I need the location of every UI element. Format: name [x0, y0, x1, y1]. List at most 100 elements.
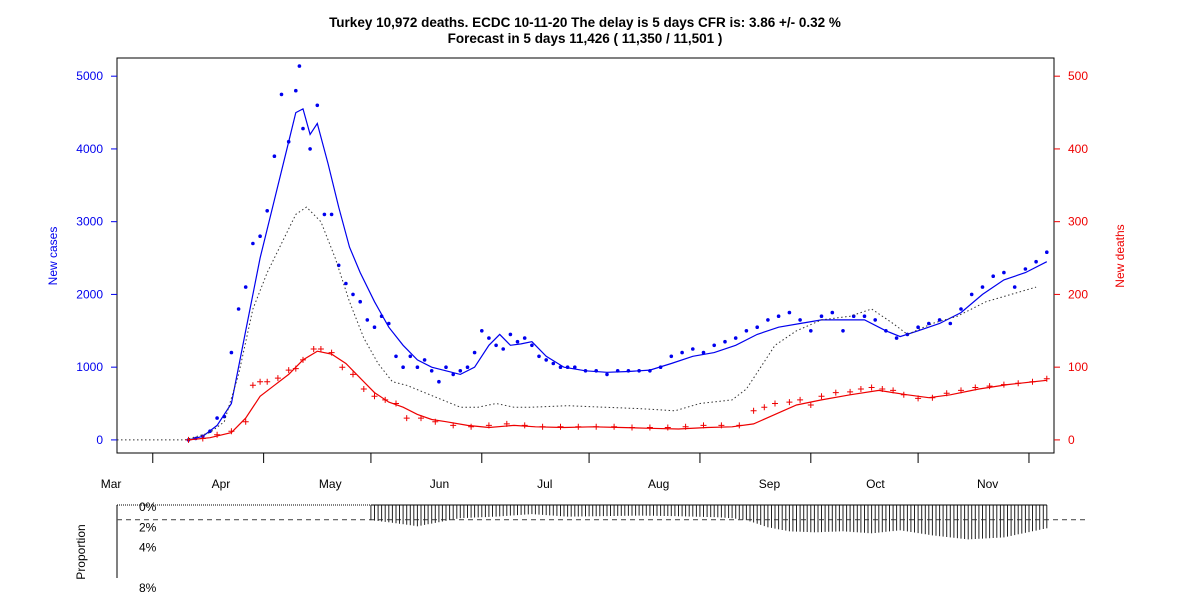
new-deaths-point	[797, 396, 804, 403]
new-cases-point	[544, 358, 548, 362]
proportion-tick-label: 2%	[139, 520, 157, 534]
new-deaths-point	[214, 431, 221, 438]
y-left-tick-label: 5000	[76, 69, 103, 83]
new-cases-point	[798, 318, 802, 322]
x-tick-label: Sep	[759, 477, 781, 491]
new-deaths-point	[242, 418, 249, 425]
new-cases-point	[841, 329, 845, 333]
new-cases-point	[522, 336, 527, 340]
new-cases-point	[766, 318, 770, 322]
x-tick-label: Apr	[212, 477, 231, 491]
new-cases-point	[830, 310, 835, 315]
new-cases-point	[429, 369, 434, 373]
y-left-tick-label: 1000	[76, 360, 103, 374]
new-cases-point	[294, 88, 298, 93]
y-axis-left: 0 1000 2000 3000 4000 5000	[76, 69, 117, 447]
new-cases-point	[344, 281, 348, 286]
new-cases-point	[243, 285, 248, 289]
new-cases-point	[733, 336, 738, 340]
new-cases-point	[265, 209, 270, 213]
new-cases-point	[1023, 267, 1028, 271]
new-cases-point	[819, 314, 824, 319]
new-cases-point	[916, 325, 920, 330]
new-cases-point	[215, 416, 219, 420]
new-cases-point	[605, 372, 609, 377]
x-tick-label: Oct	[866, 477, 885, 491]
proportion-bars	[370, 504, 1048, 540]
y-left-tick-label: 3000	[76, 215, 103, 229]
new-cases-point	[573, 365, 577, 370]
new-cases-point	[701, 350, 706, 355]
new-deaths-point	[818, 393, 825, 400]
new-deaths-point	[317, 346, 324, 352]
y-right-tick-label: 400	[1068, 142, 1088, 156]
new-cases-point	[415, 365, 420, 370]
y-right-tick-label: 500	[1068, 69, 1088, 83]
new-cases-point	[308, 147, 312, 151]
y-left-tick-label: 0	[96, 433, 103, 447]
new-deaths-point	[807, 402, 814, 408]
x-tick-label: May	[319, 477, 342, 491]
new-cases-point	[1045, 250, 1049, 254]
new-cases-smoothed-line	[188, 108, 1048, 441]
new-cases-point	[437, 379, 441, 384]
new-cases-point	[422, 358, 427, 362]
new-cases-point	[297, 64, 302, 68]
new-deaths-point	[786, 399, 793, 406]
x-tick-label: Mar	[101, 477, 122, 491]
y-right-tick-label: 200	[1068, 287, 1088, 301]
new-cases-point	[809, 329, 813, 333]
new-deaths-point	[750, 407, 757, 414]
new-cases-point	[680, 350, 684, 355]
new-cases-point	[408, 354, 413, 359]
x-tick-label: Aug	[648, 477, 669, 491]
new-deaths-point	[257, 378, 264, 385]
chart-subtitle: Forecast in 5 days 11,426 ( 11,350 / 11,…	[448, 31, 723, 46]
new-cases-point	[258, 234, 262, 238]
new-deaths-point	[249, 382, 256, 389]
proportion-tick-label: 0%	[139, 500, 157, 514]
new-cases-point	[272, 154, 277, 158]
forecast-line	[117, 206, 1037, 441]
new-deaths-point	[350, 371, 356, 378]
new-cases-point	[959, 307, 963, 311]
new-cases-point	[862, 314, 867, 319]
new-cases-point	[501, 347, 506, 351]
y-right-tick-label: 0	[1068, 433, 1075, 447]
new-cases-point	[755, 325, 759, 330]
new-cases-point	[515, 339, 520, 344]
series-layer	[117, 64, 1050, 443]
new-cases-point	[329, 212, 334, 217]
new-cases-point	[472, 350, 477, 355]
chart-title: Turkey 10,972 deaths. ECDC 10-11-20 The …	[329, 15, 841, 30]
new-deaths-point	[274, 375, 281, 382]
new-cases-point	[776, 314, 781, 319]
new-deaths-smoothed-line	[188, 350, 1047, 441]
new-cases-point	[480, 329, 484, 333]
new-cases-point	[358, 299, 363, 304]
new-deaths-point	[360, 386, 367, 392]
new-deaths-point	[772, 400, 778, 407]
new-cases-point	[508, 332, 513, 337]
new-deaths-point	[986, 383, 993, 390]
x-tick-label: Jun	[430, 477, 449, 491]
new-cases-point	[465, 365, 470, 370]
new-deaths-point	[646, 424, 653, 431]
proportion-tick-label: 4%	[139, 541, 157, 555]
new-cases-point	[365, 318, 370, 322]
new-cases-point	[487, 336, 491, 340]
new-cases-point	[851, 314, 856, 319]
new-cases-point	[530, 343, 534, 348]
new-cases-point	[1012, 285, 1017, 289]
new-cases-point	[279, 92, 284, 97]
new-deaths-point	[857, 386, 864, 392]
new-cases-point	[894, 336, 899, 340]
y-axis-right: 0 100 200 300 400 500	[1054, 69, 1088, 447]
new-deaths-point	[761, 404, 768, 411]
new-deaths-point	[339, 364, 346, 371]
new-deaths-point	[868, 384, 875, 391]
x-tick-label: Nov	[977, 477, 998, 491]
y-left-tick-label: 2000	[76, 287, 103, 301]
